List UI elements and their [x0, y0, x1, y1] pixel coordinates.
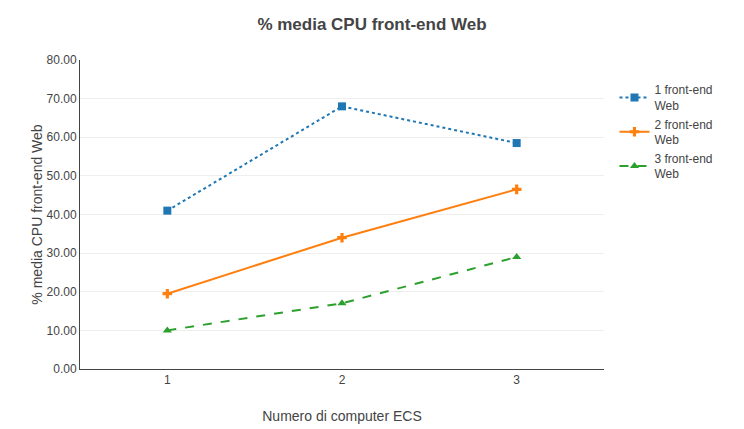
svg-text:0.00: 0.00 [53, 362, 77, 376]
svg-text:2: 2 [339, 373, 346, 387]
svg-text:10.00: 10.00 [47, 324, 77, 338]
svg-text:% media CPU front-end Web: % media CPU front-end Web [29, 124, 45, 304]
svg-text:% media CPU front-end Web: % media CPU front-end Web [257, 15, 486, 34]
svg-text:2 front-endWeb: 2 front-endWeb [654, 118, 712, 148]
svg-text:40.00: 40.00 [47, 208, 77, 222]
svg-text:1: 1 [164, 373, 171, 387]
svg-text:60.00: 60.00 [47, 130, 77, 144]
svg-text:50.00: 50.00 [47, 169, 77, 183]
svg-text:Numero di computer ECS: Numero di computer ECS [262, 408, 422, 424]
svg-text:3: 3 [513, 373, 520, 387]
svg-text:70.00: 70.00 [47, 92, 77, 106]
svg-text:20.00: 20.00 [47, 285, 77, 299]
svg-text:30.00: 30.00 [47, 246, 77, 260]
svg-text:1 front-endWeb: 1 front-endWeb [654, 83, 712, 113]
svg-text:3 front-endWeb: 3 front-endWeb [654, 152, 712, 182]
svg-text:80.00: 80.00 [47, 53, 77, 67]
